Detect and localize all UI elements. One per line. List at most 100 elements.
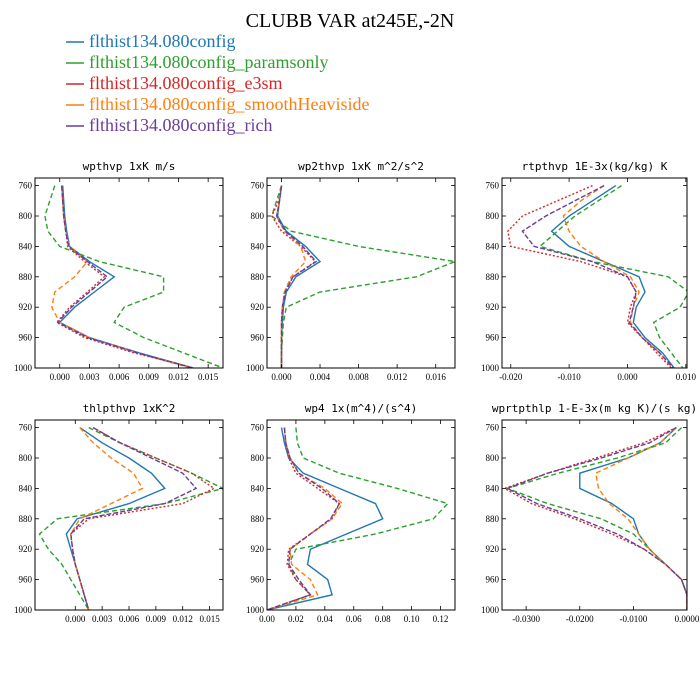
series-line-4 [70,427,144,610]
y-tick-label: 800 [251,211,265,221]
y-tick-label: 920 [19,302,33,312]
y-tick-label: 1000 [14,363,33,373]
series-line-2 [505,427,687,610]
y-tick-label: 840 [251,241,265,251]
series-line-4 [51,185,191,368]
y-tick-label: 880 [251,514,265,524]
y-tick-label: 800 [486,453,500,463]
series-line-2 [38,426,223,610]
series-group [267,427,450,610]
y-tick-label: 920 [19,544,33,554]
x-tick-label: 0.003 [92,614,113,624]
legend-entry: flthist134.080config [89,31,236,51]
panel-title: wpthvp 1xK m/s [83,160,176,173]
x-tick-label: -0.020 [499,372,523,382]
panel-1: wpthvp 1xK m/s 760 800 840 880 920 960 1000 0.00… [14,160,224,382]
series-line-1 [58,185,194,368]
x-tick-label: 0.010 [676,372,697,382]
panel-3: rtpthvp 1E-3x(kg/kg) K 760 800 840 880 920 960… [481,160,696,382]
series-line-5 [521,184,674,368]
x-tick-label: 0.0000 [675,614,700,624]
x-tick-label: 0.009 [146,614,167,624]
panel-title: wprtpthlp 1-E-3x(m kg K)/(s kg) [492,402,697,415]
series-line-2 [267,427,450,610]
panel-title: rtpthvp 1E-3x(kg/kg) K [522,160,668,173]
x-tick-label: 0.016 [426,372,447,382]
y-tick-label: 800 [19,211,33,221]
y-tick-label: 920 [486,302,500,312]
legend-entry: flthist134.080config_smoothHeaviside [89,94,369,114]
y-tick-label: 800 [251,453,265,463]
series-group [507,184,687,368]
series-line-5 [505,426,687,610]
panel-5: wp4 1x(m^4)/(s^4)76080084088092096010000… [246,402,456,624]
plot-frame [266,177,456,369]
series-line-3 [55,185,194,368]
x-tick-label: 0.003 [79,372,100,382]
x-tick-label: -0.0100 [620,614,648,624]
panel-4: thlpthvp 1xK^2 760 800 840 880 920 960 1000 0.00… [14,402,224,624]
y-tick-label: 840 [19,241,33,251]
y-tick-label: 1000 [246,363,265,373]
y-tick-label: 960 [486,333,500,343]
x-tick-label: 0.000 [271,372,292,382]
y-tick-label: 840 [486,483,500,493]
y-tick-label: 800 [486,211,500,221]
y-tick-label: 840 [19,483,33,493]
x-tick-label: 0.02 [288,614,304,624]
series-line-5 [70,426,198,610]
series-group [38,426,223,610]
y-tick-label: 880 [486,514,500,524]
series-line-5 [275,185,318,368]
y-tick-label: 760 [19,181,33,191]
y-tick-label: 760 [19,423,33,433]
series-line-5 [56,185,194,368]
legend: flthist134.080configflthist134.080config… [66,31,369,135]
y-tick-label: 760 [251,181,265,191]
y-tick-label: 1000 [481,363,500,373]
series-line-5 [267,427,341,610]
panel-title: wp2thvp 1xK m^2/s^2 [298,160,424,173]
y-tick-label: 1000 [481,605,500,615]
legend-entry: flthist134.080config_rich [89,115,272,135]
y-tick-label: 840 [251,483,265,493]
y-tick-label: 960 [486,575,500,585]
series-line-1 [550,185,675,368]
series-group [270,185,455,368]
series-line-2 [538,185,687,368]
x-tick-label: 0.012 [387,372,407,382]
x-tick-label: 0.012 [168,372,188,382]
x-tick-label: 0.015 [199,614,220,624]
y-tick-label: 960 [251,333,265,343]
legend-entry: flthist134.080config_paramsonly [89,52,328,72]
y-tick-label: 880 [251,272,265,282]
y-tick-label: 880 [19,514,33,524]
series-line-1 [276,185,322,368]
x-tick-label: 0.12 [433,614,449,624]
x-tick-label: 0.06 [346,614,362,624]
legend-entry: flthist134.080config_e3sm [89,73,282,93]
series-line-3 [507,184,672,368]
x-tick-label: 0.006 [119,614,140,624]
series-line-3 [503,426,687,610]
plot-frame [266,419,456,611]
x-tick-label: -0.0200 [566,614,594,624]
y-tick-label: 760 [486,423,500,433]
plot-frame [501,419,688,611]
x-tick-label: 0.012 [173,614,193,624]
y-tick-label: 920 [251,544,265,554]
x-tick-label: 0.006 [109,372,130,382]
x-tick-label: 0.004 [310,372,331,382]
panel-title: thlpthvp 1xK^2 [83,402,176,415]
y-tick-label: 920 [251,302,265,312]
x-tick-label: 0.008 [348,372,369,382]
x-tick-label: 0.015 [198,372,219,382]
x-tick-label: 0.08 [375,614,391,624]
panel-6: wprtpthlp 1-E-3x(m kg K)/(s kg) 760 800 840… [481,402,700,624]
y-tick-label: 800 [19,453,33,463]
y-tick-label: 960 [19,333,33,343]
x-tick-label: 0.000 [50,372,71,382]
series-line-3 [70,426,216,610]
plot-frame [34,419,224,611]
plot-frame [501,177,688,369]
